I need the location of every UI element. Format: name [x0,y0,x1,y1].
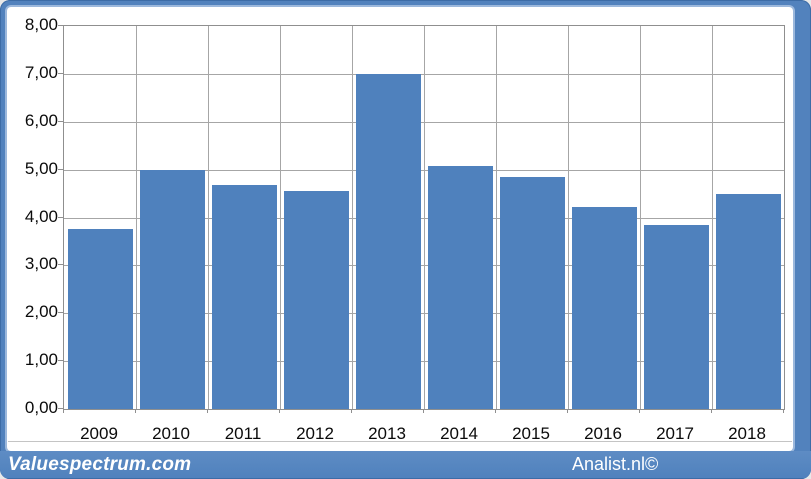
v-gridline [280,26,281,409]
x-axis-tick [495,409,496,413]
x-axis-tick [423,409,424,413]
y-axis-tick [58,168,63,170]
x-axis-tick [639,409,640,413]
y-axis-label: 8,00 [24,15,58,34]
x-axis-tick [567,409,568,413]
x-axis-label: 2013 [368,424,406,443]
v-gridline [568,26,569,409]
y-axis-tick [58,120,63,122]
bar-2015 [499,177,565,409]
v-gridline [208,26,209,409]
v-gridline [424,26,425,409]
y-axis-tick [58,360,63,362]
x-axis-tick [783,409,784,413]
footer-bar: Valuespectrum.com Analist.nl© [0,451,811,479]
bar-2011 [211,184,277,409]
x-axis-tick [63,409,64,413]
v-gridline [352,26,353,409]
bar-2014 [427,165,493,409]
bar-2018 [715,193,781,409]
y-axis-label: 1,00 [24,350,58,370]
x-axis-label: 2014 [440,424,478,443]
x-axis-label: 2011 [224,424,262,443]
bar-2012 [283,190,349,409]
x-axis-label: 2016 [584,424,622,443]
valuespectrum-watermark: Valuespectrum.com [8,454,192,475]
bar-2013 [355,73,421,409]
analist-watermark: Analist.nl© [572,454,659,474]
y-axis-label: 2,00 [24,302,58,322]
x-axis-tick [135,409,136,413]
v-gridline [496,26,497,409]
bar-2016 [571,206,637,409]
bar-2017 [643,225,709,409]
x-axis-label: 2017 [656,424,694,443]
y-axis-tick [58,216,63,218]
y-axis-tick [58,25,63,26]
x-axis-tick [207,409,208,413]
v-gridline [136,26,137,409]
v-gridline [712,26,713,409]
x-axis-label: 2018 [728,424,766,443]
plot-area [63,25,785,410]
x-axis-label: 2015 [512,424,550,443]
y-axis-label: 7,00 [24,62,58,82]
x-axis-tick [351,409,352,413]
y-axis-label: 5,00 [24,158,58,178]
bar-2010 [139,169,205,409]
bar-2009 [67,229,133,409]
x-axis-label: 2009 [80,424,118,443]
chart-object-border [8,441,792,442]
x-axis-tick [711,409,712,413]
x-axis-label: 2012 [296,424,334,443]
y-axis-label: 4,00 [24,206,58,226]
y-axis-label: 0,00 [24,398,58,417]
y-axis-label: 3,00 [24,254,58,274]
y-axis-tick [58,72,63,74]
y-axis-tick [58,312,63,314]
y-axis-label: 6,00 [24,110,58,130]
x-axis-label: 2010 [152,424,190,443]
x-axis-tick [279,409,280,413]
y-axis-tick [58,264,63,266]
y-axis-tick [58,408,63,409]
v-gridline [640,26,641,409]
chart-panel: 0,00 1,00 2,00 3,00 4,00 5,00 6,00 7,00 8,00 2009… [7,7,793,451]
